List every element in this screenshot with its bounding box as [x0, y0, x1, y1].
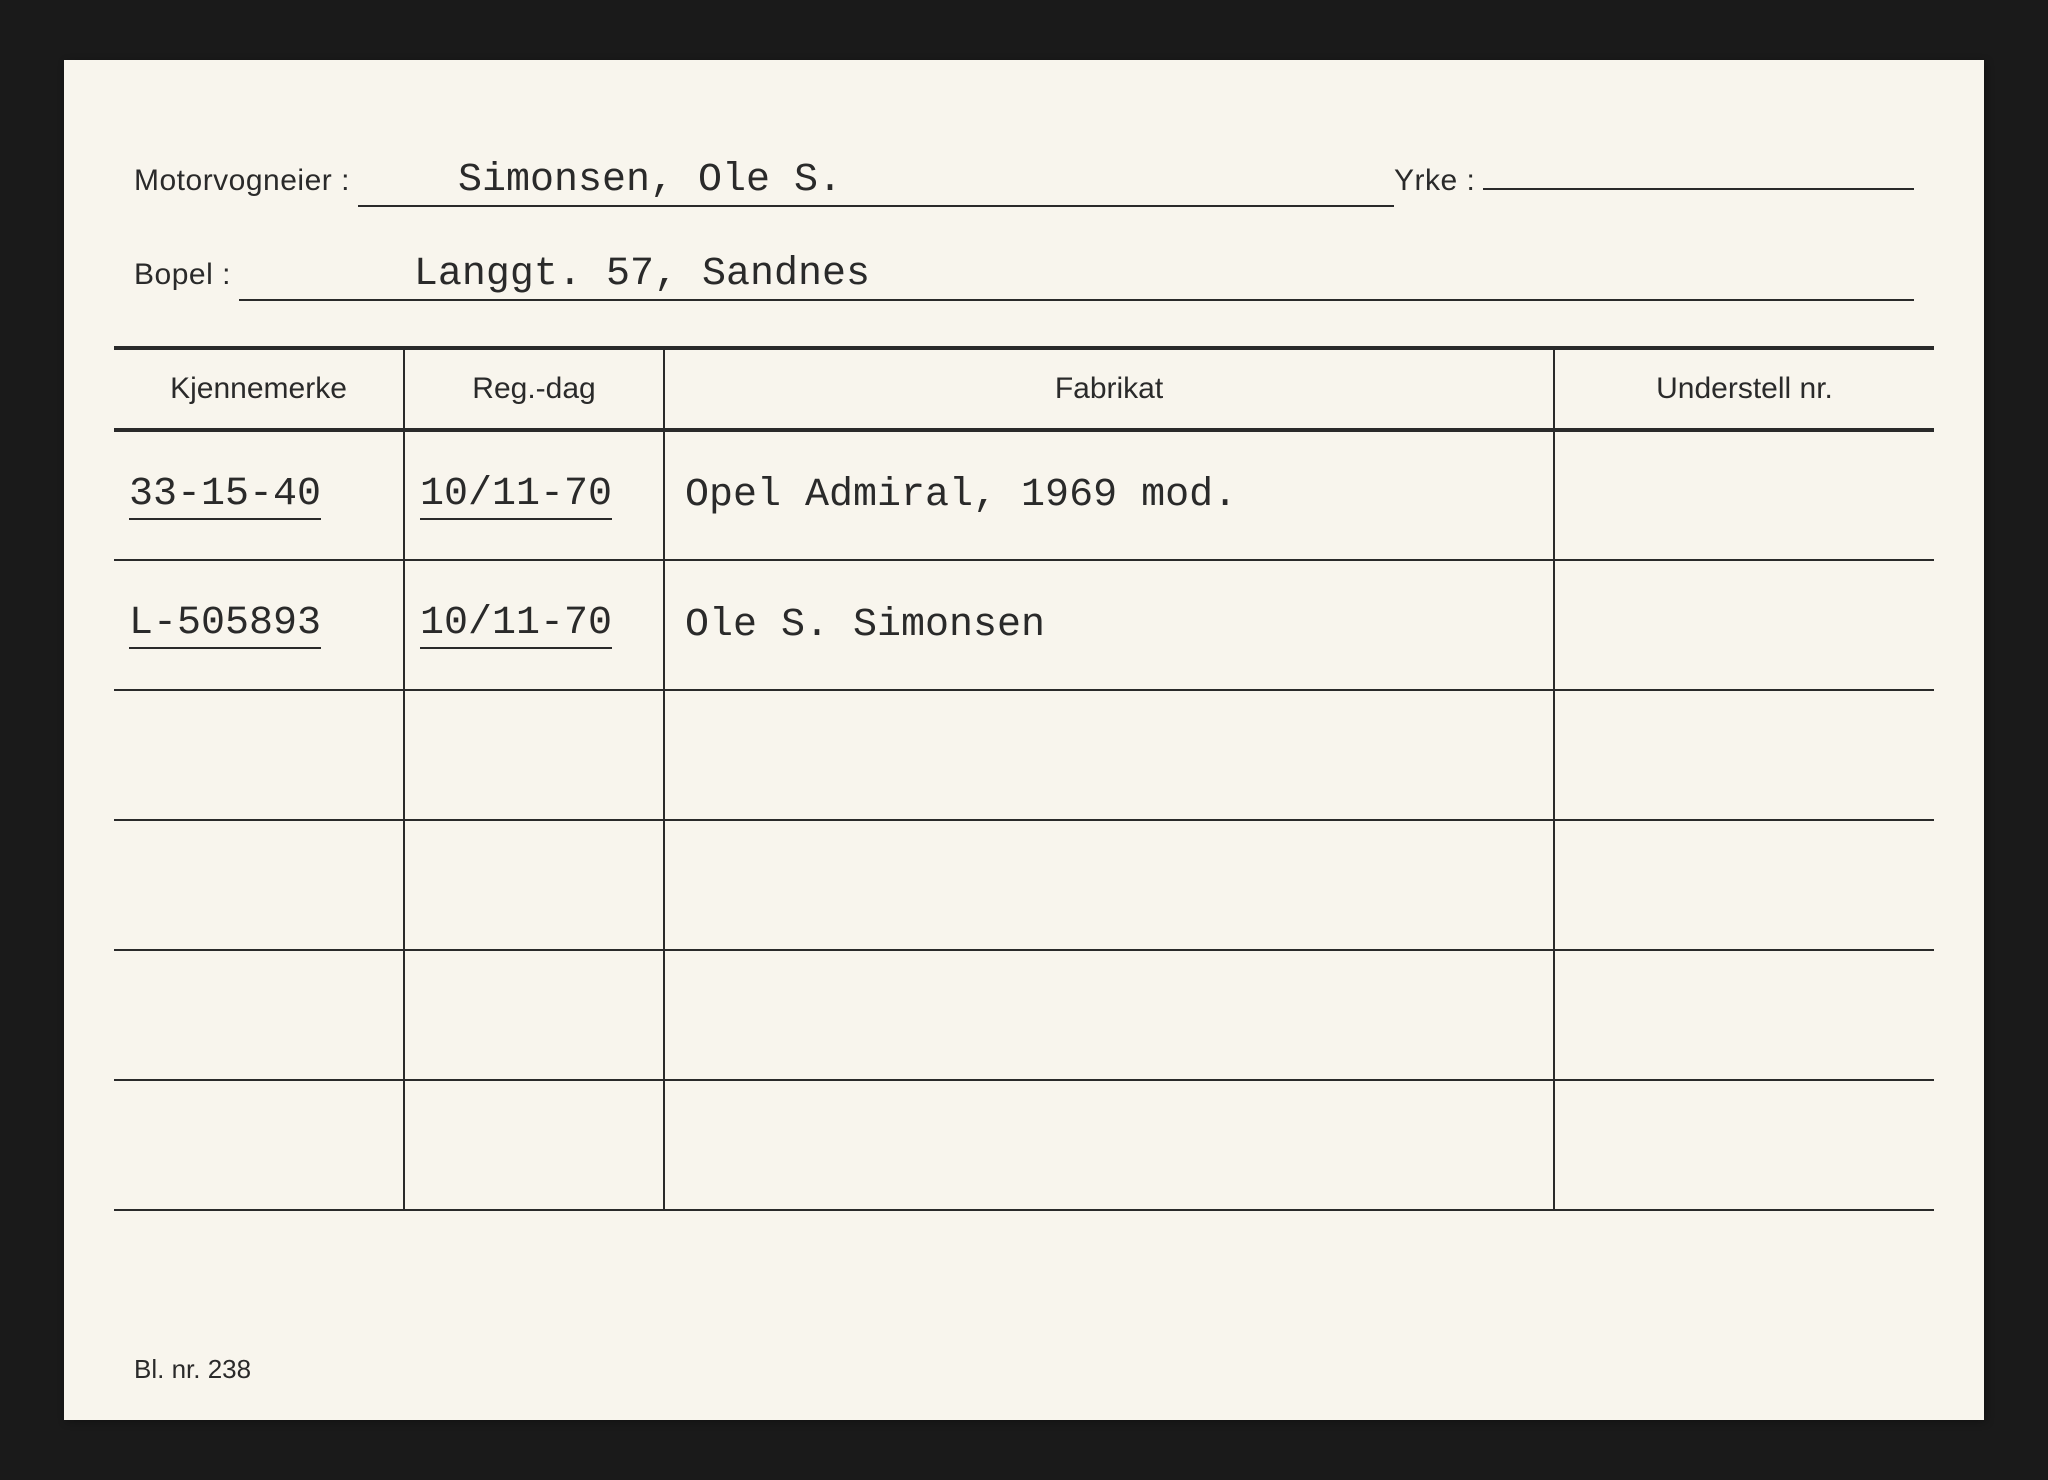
cell-understell [1554, 560, 1934, 690]
table-body: 33-15-40 10/11-70 Opel Admiral, 1969 mod… [114, 430, 1934, 1210]
cell-understell [1554, 950, 1934, 1080]
cell-understell [1554, 690, 1934, 820]
cell-regdag [404, 950, 664, 1080]
table-row [114, 1080, 1934, 1210]
table-row: 33-15-40 10/11-70 Opel Admiral, 1969 mod… [114, 430, 1934, 560]
owner-value: Simonsen, Ole S. [358, 158, 1394, 207]
table-row [114, 820, 1934, 950]
col-header-regdag: Reg.-dag [404, 348, 664, 430]
cell-regdag: 10/11-70 [404, 560, 664, 690]
header-row-1: Motorvogneier : Simonsen, Ole S. Yrke : [134, 150, 1914, 207]
cell-understell [1554, 430, 1934, 560]
cell-fabrikat [664, 690, 1554, 820]
table-row [114, 950, 1934, 1080]
form-number: Bl. nr. 238 [134, 1354, 251, 1385]
cell-fabrikat [664, 820, 1554, 950]
cell-kjennemerke: L-505893 [114, 560, 404, 690]
address-field-group: Bopel : Langgt. 57, Sandnes [134, 252, 1914, 301]
cell-kjennemerke [114, 820, 404, 950]
vehicle-table-section: Kjennemerke Reg.-dag Fabrikat Understell… [114, 346, 1934, 1211]
cell-regdag [404, 1080, 664, 1210]
registration-card: Motorvogneier : Simonsen, Ole S. Yrke : … [64, 60, 1984, 1420]
table-row [114, 690, 1934, 820]
cell-regdag: 10/11-70 [404, 430, 664, 560]
cell-fabrikat: Ole S. Simonsen [664, 560, 1554, 690]
cell-fabrikat: Opel Admiral, 1969 mod. [664, 430, 1554, 560]
owner-label: Motorvogneier : [134, 164, 350, 198]
occupation-field-group: Yrke : [1394, 150, 1914, 198]
vehicle-table: Kjennemerke Reg.-dag Fabrikat Understell… [114, 346, 1934, 1211]
col-header-kjennemerke: Kjennemerke [114, 348, 404, 430]
cell-fabrikat [664, 1080, 1554, 1210]
col-header-fabrikat: Fabrikat [664, 348, 1554, 430]
address-value: Langgt. 57, Sandnes [239, 252, 1914, 301]
table-row: L-505893 10/11-70 Ole S. Simonsen [114, 560, 1934, 690]
cell-understell [1554, 820, 1934, 950]
cell-understell [1554, 1080, 1934, 1210]
cell-kjennemerke [114, 690, 404, 820]
cell-regdag [404, 690, 664, 820]
header-section: Motorvogneier : Simonsen, Ole S. Yrke : … [114, 150, 1934, 301]
cell-kjennemerke [114, 1080, 404, 1210]
occupation-label: Yrke : [1394, 164, 1475, 198]
cell-kjennemerke [114, 950, 404, 1080]
address-label: Bopel : [134, 258, 231, 292]
col-header-understell: Understell nr. [1554, 348, 1934, 430]
cell-kjennemerke: 33-15-40 [114, 430, 404, 560]
cell-regdag [404, 820, 664, 950]
occupation-value [1483, 150, 1914, 190]
table-header-row: Kjennemerke Reg.-dag Fabrikat Understell… [114, 348, 1934, 430]
cell-fabrikat [664, 950, 1554, 1080]
owner-field-group: Motorvogneier : Simonsen, Ole S. [134, 158, 1394, 207]
